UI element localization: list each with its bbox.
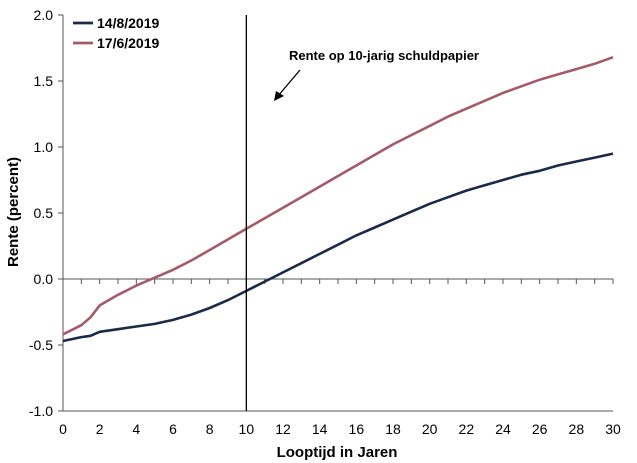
annotation-arrowhead — [274, 91, 284, 101]
x-tick-label: 30 — [605, 421, 621, 437]
x-tick-label: 14 — [312, 421, 328, 437]
x-tick-label: 0 — [59, 421, 67, 437]
x-tick-label: 16 — [349, 421, 365, 437]
series-lines — [62, 55, 614, 343]
x-tick-label: 12 — [275, 421, 291, 437]
series-line-1 — [62, 152, 614, 343]
x-axis-ticks: 0 2 4 6 8 10 12 14 16 18 20 22 24 26 28 30 — [59, 279, 621, 437]
legend-label-1: 14/8/2019 — [97, 15, 159, 31]
y-tick-label: 1.5 — [34, 73, 54, 89]
plot-frame — [62, 15, 613, 412]
y-tick-label: 2.0 — [34, 7, 54, 23]
x-tick-label: 8 — [206, 421, 214, 437]
x-tick-label: 18 — [385, 421, 401, 437]
x-tick-label: 24 — [495, 421, 511, 437]
legend: 14/8/2019 17/6/2019 — [73, 15, 159, 51]
legend-label-2: 17/6/2019 — [97, 35, 159, 51]
y-tick-label: -1.0 — [29, 403, 53, 419]
x-axis-title: Looptijd in Jaren — [277, 444, 398, 461]
annotation-text: Rente op 10-jarig schuldpapier — [289, 48, 479, 63]
y-axis-title: Rente (percent) — [5, 157, 22, 267]
x-tick-label: 22 — [459, 421, 475, 437]
y-tick-label: -0.5 — [29, 337, 53, 353]
y-axis-ticks: -1.0 -0.5 0.0 0.5 1.0 1.5 2.0 — [29, 7, 63, 419]
x-tick-label: 4 — [132, 421, 140, 437]
y-tick-label: 0.0 — [34, 271, 54, 287]
y-tick-label: 0.5 — [34, 205, 54, 221]
annotation-arrow-shaft — [277, 69, 301, 97]
y-tick-label: 1.0 — [34, 139, 54, 155]
series-line-2 — [62, 55, 614, 336]
x-tick-label: 2 — [96, 421, 104, 437]
x-tick-label: 6 — [169, 421, 177, 437]
x-tick-label: 20 — [422, 421, 438, 437]
x-tick-label: 10 — [239, 421, 255, 437]
reference-line-group: Rente op 10-jarig schuldpapier — [245, 15, 479, 411]
x-tick-label: 28 — [569, 421, 585, 437]
x-tick-label: 26 — [532, 421, 548, 437]
